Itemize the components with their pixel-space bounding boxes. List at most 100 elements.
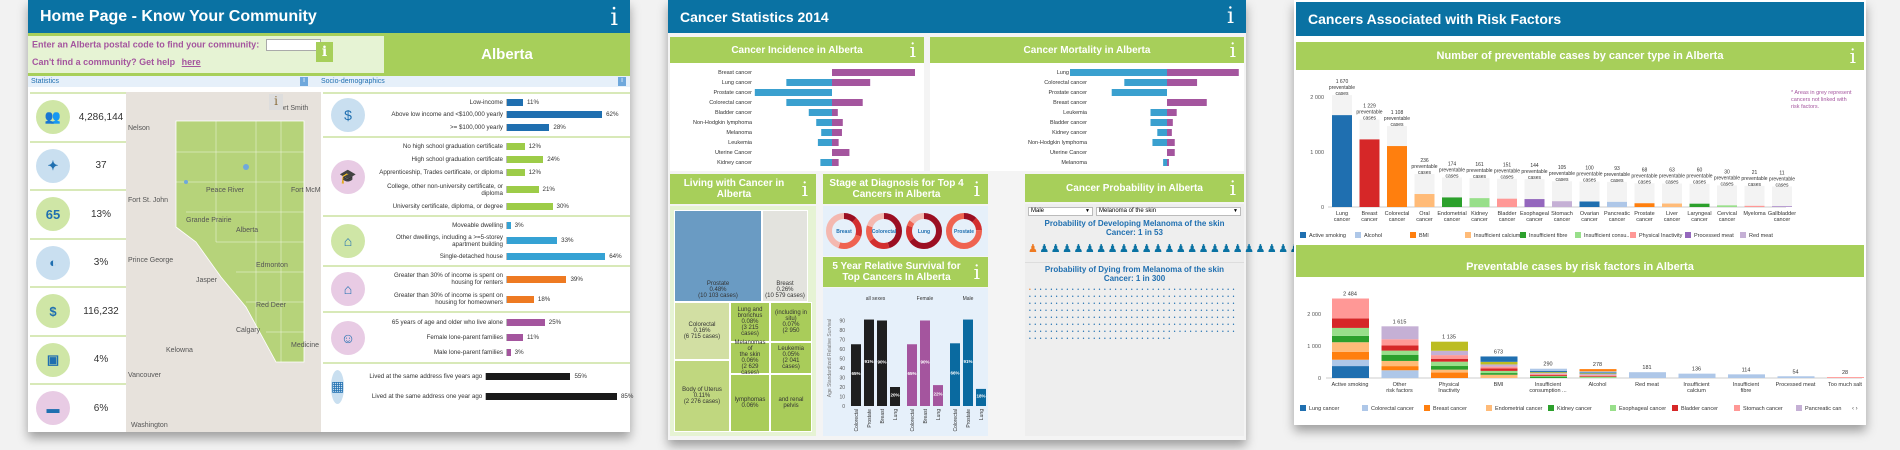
postal-code-input[interactable] xyxy=(265,39,321,51)
person-icon: ♟ xyxy=(1073,243,1085,255)
person-icon: • xyxy=(1114,315,1121,321)
alberta-region[interactable] xyxy=(175,120,305,363)
stat-value: 37 xyxy=(95,160,107,172)
person-icon: • xyxy=(1082,301,1088,307)
bar-label: preventable xyxy=(1494,169,1520,175)
bar-label: preventable xyxy=(1411,164,1437,170)
info-icon[interactable]: i xyxy=(1849,44,1856,68)
person-icon: • xyxy=(1087,315,1094,321)
person-icon: ♟ xyxy=(1084,243,1097,255)
person-icon: • xyxy=(1200,294,1206,300)
treemap-cell[interactable]: Colorectal 0.16% (6 715 cases) xyxy=(674,302,730,360)
help-link[interactable]: here xyxy=(181,57,201,67)
person-icon: • xyxy=(1109,301,1115,307)
person-icon: • xyxy=(1211,322,1217,328)
statistics-info-icon[interactable]: i xyxy=(300,77,308,86)
bar-label: preventable xyxy=(1769,176,1795,182)
person-icon: • xyxy=(1173,322,1180,328)
socio-items: Greater than 30% of income is spent on h… xyxy=(373,267,630,311)
treemap-cell[interactable]: lymphomas 0.06% xyxy=(730,374,770,432)
person-icon: • xyxy=(1157,329,1163,335)
treemap-cell[interactable]: Breast 0.26% (10 579 cases) xyxy=(762,210,808,302)
legend-label: Alcohol xyxy=(1364,233,1382,239)
cancer-type-select[interactable]: Melanoma of the skin ▼ xyxy=(1096,207,1241,216)
socio-item: No high school graduation certificate 12% xyxy=(373,143,630,151)
treemap-cell[interactable]: and renal pelvis xyxy=(770,374,812,432)
group-label: Female xyxy=(917,296,934,302)
risk-title-bar: Cancers Associated with Risk Factors xyxy=(1294,0,1866,38)
socio-item-label: Greater than 30% of income is spent on h… xyxy=(393,272,503,286)
bar-label: 151 xyxy=(1503,163,1512,169)
info-icon[interactable]: i xyxy=(1229,176,1236,200)
socio-item-label: Moveable dwelling xyxy=(452,221,503,229)
x-tick: Breast xyxy=(923,408,929,423)
person-icon: • xyxy=(1227,322,1233,328)
person-icon: ♟ xyxy=(1153,243,1165,255)
treemap-cell[interactable]: Leukemia 0.05% (2 041 cases) xyxy=(770,342,812,374)
sex-select[interactable]: Male ▼ xyxy=(1028,207,1093,216)
male-bar xyxy=(1150,109,1167,116)
person-icon: • xyxy=(1034,329,1040,335)
x-tick: Insufficient xyxy=(1733,382,1760,388)
bar-label: 1 229 xyxy=(1363,103,1376,109)
risk-panel: Cancers Associated with Risk Factors Num… xyxy=(1294,0,1866,425)
survival-header: 5 Year Relative Survival for Top Cancers… xyxy=(823,257,988,287)
treemap-cell[interactable]: Melanomas of the skin 0.06% (2 629 cases… xyxy=(730,340,770,376)
info-icon[interactable]: i xyxy=(1226,4,1234,29)
socio-bar xyxy=(506,111,603,119)
bar-label: 144 xyxy=(1530,163,1539,169)
stack-segment xyxy=(1579,373,1617,374)
info-icon[interactable]: i xyxy=(801,177,808,201)
person-icon: • xyxy=(1034,336,1040,342)
info-icon[interactable]: i xyxy=(610,2,618,31)
socio-item: University certificate, diploma, or degr… xyxy=(373,202,630,210)
map-info-icon[interactable]: i xyxy=(269,94,283,110)
treemap-cell[interactable]: (including in situ) 0.07% (2 950 xyxy=(770,302,812,342)
info-icon[interactable]: i xyxy=(973,177,980,201)
person-icon: • xyxy=(1050,322,1056,328)
treemap-cell[interactable]: Prostate 0.48% (10 103 cases) xyxy=(674,210,762,302)
person-icon: • xyxy=(1162,294,1169,300)
info-icon[interactable]: i xyxy=(909,38,916,62)
survival-bar xyxy=(907,344,917,406)
mortality-header: Cancer Mortality in Alberta i xyxy=(930,37,1244,63)
person-icon: • xyxy=(1077,301,1083,307)
statistics-list: 👥 4,286,144 ✦ 37 65 13% ◐ 3% $116,232 ▣ 4% ▬ 6% xyxy=(30,92,126,432)
person-icon: • xyxy=(1082,294,1088,300)
person-icon: • xyxy=(1152,294,1158,300)
postal-info-icon[interactable]: i xyxy=(316,42,333,62)
graduation-cap-icon: 🎓 xyxy=(331,159,365,194)
socio-info-icon[interactable]: i xyxy=(618,77,626,86)
socio-group: ☺ 65 years of age and older who live alon… xyxy=(323,311,630,362)
person-icon: • xyxy=(1098,315,1105,321)
stat-row: ▣ 4% xyxy=(30,334,126,384)
treemap-cell[interactable]: Body of Uterus 0.11% (2 276 cases) xyxy=(674,360,730,432)
person-icon: • xyxy=(1039,329,1046,335)
map-label: Washington xyxy=(131,422,168,429)
socio-bar xyxy=(506,334,524,341)
person-icon: ♟ xyxy=(1050,243,1063,255)
person-icon: • xyxy=(1141,287,1147,293)
community-map[interactable]: Fort Smith Nelson Fort McMu Fort St. John Pe… xyxy=(126,92,321,432)
person-icon: • xyxy=(1034,301,1040,307)
info-icon[interactable]: i xyxy=(973,260,980,284)
stat-value: 4% xyxy=(93,354,109,366)
cancer-label: Kidney cancer xyxy=(1052,130,1087,136)
socio-bar xyxy=(506,349,511,356)
treemap-cell[interactable]: Lung and bronchus 0.08% (3 215 cases) xyxy=(730,302,770,342)
socio-item: Moveable dwelling 3% xyxy=(373,221,630,229)
female-bar xyxy=(1167,139,1175,146)
x-tick: Stomach xyxy=(1551,211,1573,217)
bar-label: cases xyxy=(1473,174,1487,180)
briefcase-icon: ▬ xyxy=(36,391,70,426)
person-icon: • xyxy=(1104,294,1110,300)
x-tick: Prostate xyxy=(1634,211,1654,217)
bar-label: cases xyxy=(1418,170,1432,176)
legend-swatch xyxy=(1300,405,1306,411)
donut-segment xyxy=(826,213,862,249)
x-tick: Other xyxy=(1393,382,1407,388)
info-icon[interactable]: i xyxy=(1229,38,1236,62)
person-icon: • xyxy=(1093,301,1099,307)
person-icon: • xyxy=(1162,301,1169,307)
